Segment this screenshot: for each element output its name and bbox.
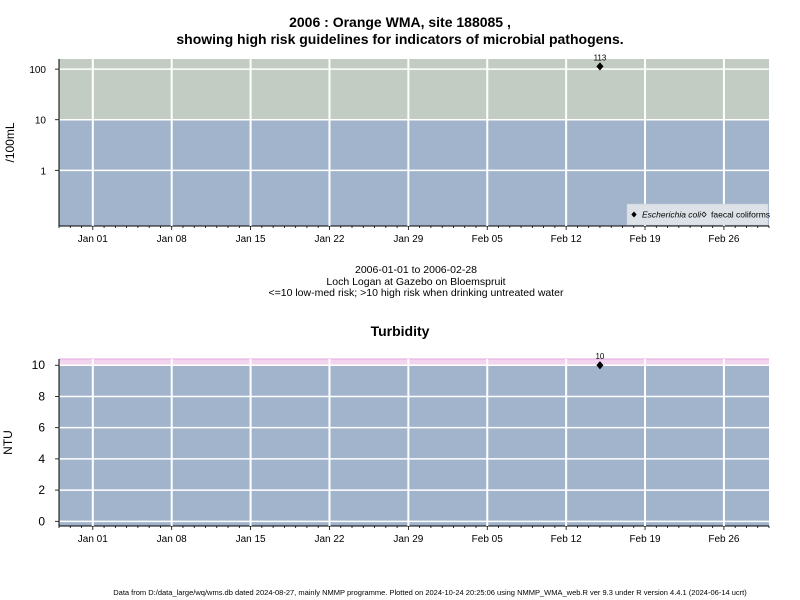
p1-x-tick-label: Jan 29 — [393, 234, 423, 245]
legend-marker — [701, 211, 707, 218]
high-risk-zone — [59, 59, 769, 120]
note-risk-guideline: <=10 low-med risk; >10 high risk when dr… — [268, 287, 564, 299]
p1-x-tick-label: Jan 08 — [157, 234, 187, 245]
p2-x-tick-label: Feb 05 — [472, 534, 504, 545]
p2-x-tick-label: Jan 15 — [236, 534, 266, 545]
note-site-name: Loch Logan at Gazebo on Bloemspruit — [326, 276, 506, 288]
p2-x-tick-label: Jan 01 — [78, 534, 108, 545]
legend-marker — [631, 211, 637, 218]
p2-y-tick-label: 8 — [38, 389, 45, 403]
note-date-range: 2006-01-01 to 2006-02-28 — [354, 264, 477, 276]
p1-x-tick-label: Jan 22 — [314, 234, 344, 245]
p2-y-axis-label: NTU — [1, 430, 15, 455]
p1-data-label: 113 — [594, 53, 607, 62]
turbidity-title: Turbidity — [370, 323, 430, 339]
p1-x-tick-label: Feb 26 — [708, 234, 740, 245]
chart-title: 2006 : Orange WMA, site 188085 , — [289, 14, 511, 30]
p1-x-tick-label: Jan 01 — [78, 234, 108, 245]
p1-y-axis-label: /100mL — [3, 122, 17, 162]
p1-data-point — [596, 62, 604, 71]
chart-subtitle: showing high risk guidelines for indicat… — [176, 31, 624, 47]
p2-x-tick-label: Jan 29 — [393, 534, 423, 545]
legend-box — [626, 203, 769, 226]
p2-y-tick-label: 2 — [38, 483, 45, 497]
turbidity-low-zone — [59, 365, 769, 526]
p1-y-tick-label: 10 — [35, 116, 47, 127]
p2-data-point — [596, 361, 604, 370]
p1-x-tick-label: Feb 12 — [551, 234, 583, 245]
p2-x-tick-label: Jan 08 — [157, 534, 187, 545]
footer-note: Data from D:/data_large/wq/wms.db dated … — [113, 588, 747, 597]
p2-y-tick-label: 10 — [32, 358, 46, 372]
p2-y-tick-label: 6 — [38, 421, 45, 435]
p2-x-tick-label: Feb 19 — [629, 534, 661, 545]
p1-x-tick-label: Feb 19 — [629, 234, 661, 245]
p2-y-tick-label: 0 — [38, 514, 45, 528]
p1-y-tick-label: 1 — [40, 166, 46, 177]
legend-entry: faecal coliforms — [711, 210, 770, 220]
p2-x-tick-label: Jan 22 — [314, 534, 344, 545]
turbidity-high-zone — [59, 359, 769, 366]
p1-x-tick-label: Feb 05 — [472, 234, 504, 245]
p1-x-tick-label: Jan 15 — [236, 234, 266, 245]
p2-y-tick-label: 4 — [38, 452, 45, 466]
p2-x-tick-label: Feb 12 — [551, 534, 583, 545]
p1-y-tick-label: 100 — [29, 65, 46, 76]
p2-x-tick-label: Feb 26 — [708, 534, 740, 545]
legend-entry: Escherichia coli — [642, 210, 702, 220]
p2-data-label: 10 — [595, 352, 604, 361]
